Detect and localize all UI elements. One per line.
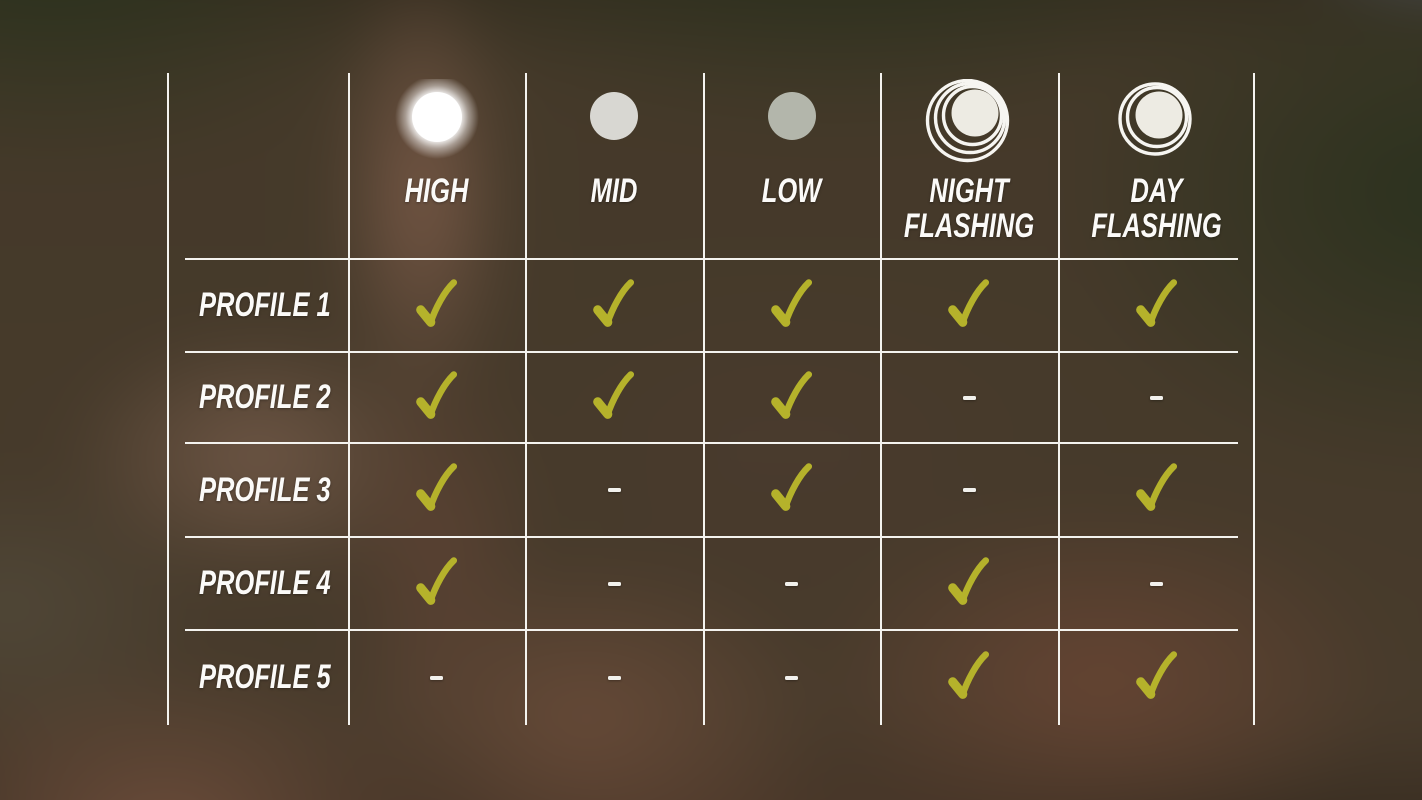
check-icon: [415, 278, 457, 327]
table-cell: [1058, 537, 1255, 630]
check-icon: [770, 278, 812, 327]
check-icon: [1135, 278, 1177, 327]
table-cell: [525, 630, 703, 725]
table-cell: [348, 352, 525, 443]
column-header-mid: MID: [525, 73, 703, 259]
column-header-day-flashing: DAY FLASHING: [1058, 73, 1255, 259]
grid-line-vertical: [880, 73, 882, 725]
check-icon: [415, 463, 457, 511]
table-cell: [525, 537, 703, 630]
check-icon: [1135, 650, 1177, 699]
row-label-profile-4: PROFILE 4: [198, 564, 331, 602]
dash-mark: [962, 395, 976, 400]
table-cell: [348, 537, 525, 630]
high-beam-icon: [348, 79, 525, 175]
grid-line-horizontal: [185, 442, 1238, 444]
check-icon: [770, 463, 812, 511]
table-cell: [703, 537, 880, 630]
grid-line-horizontal: [185, 629, 1238, 631]
check-icon: [1135, 463, 1177, 511]
mid-beam-icon: [525, 79, 703, 175]
column-header-night-flashing: NIGHT FLASHING: [880, 73, 1058, 259]
column-header-low: LOW: [703, 73, 880, 259]
check-icon: [770, 370, 812, 419]
low-beam-icon: [703, 79, 880, 175]
table-cell: [1058, 443, 1255, 537]
table-cell: [880, 630, 1058, 725]
table-cell: [1058, 352, 1255, 443]
table-cell: [348, 443, 525, 537]
dash-mark: [785, 675, 798, 680]
dash-mark: [1150, 395, 1163, 400]
row-label-profile-2: PROFILE 2: [198, 378, 331, 416]
row-label-profile-3: PROFILE 3: [198, 470, 331, 509]
table-grid: HIGH MID: [167, 73, 1255, 725]
column-header-label: DAY FLASHING: [1091, 172, 1222, 245]
grid-line-horizontal: [185, 258, 1238, 260]
check-icon: [415, 370, 457, 419]
dash-mark: [607, 488, 621, 492]
grid-line-vertical: [525, 73, 527, 725]
table-cell: [525, 443, 703, 537]
day-flashing-icon: [1058, 79, 1255, 175]
table-cell: [880, 352, 1058, 443]
check-icon: [415, 556, 457, 605]
dash-mark: [962, 488, 976, 492]
grid-line-horizontal: [185, 351, 1238, 353]
table-cell: [525, 259, 703, 352]
grid-line-vertical: [167, 73, 169, 725]
table-cell: [348, 259, 525, 352]
table-cell: [703, 443, 880, 537]
check-icon: [948, 556, 990, 605]
column-header-label: MID: [590, 172, 638, 210]
column-header-high: HIGH: [348, 73, 525, 259]
corner-cell: [167, 73, 348, 259]
check-icon: [593, 278, 635, 327]
table-cell: [1058, 630, 1255, 725]
check-icon: [593, 370, 635, 419]
column-header-label: HIGH: [404, 172, 469, 210]
row-label-profile-1: PROFILE 1: [198, 286, 331, 324]
light-profiles-table: HIGH MID: [167, 73, 1255, 725]
grid-line-vertical: [703, 73, 705, 725]
grid-line-vertical: [1058, 73, 1060, 725]
dash-mark: [785, 581, 798, 586]
grid-line-vertical: [348, 73, 350, 725]
table-cell: [348, 630, 525, 725]
table-cell: [1058, 259, 1255, 352]
table-cell: [880, 259, 1058, 352]
table-cell: [525, 352, 703, 443]
column-header-label: NIGHT FLASHING: [903, 172, 1035, 245]
grid-line-horizontal: [185, 536, 1238, 538]
dash-mark: [430, 675, 443, 680]
table-cell: [880, 537, 1058, 630]
check-icon: [948, 278, 990, 327]
dash-mark: [607, 581, 621, 586]
check-icon: [948, 650, 990, 699]
row-label-profile-5: PROFILE 5: [198, 658, 331, 696]
column-header-label: LOW: [761, 172, 822, 210]
table-cell: [703, 352, 880, 443]
grid-line-vertical: [1253, 73, 1255, 725]
table-cell: [703, 259, 880, 352]
dash-mark: [607, 675, 621, 680]
dash-mark: [1150, 581, 1163, 586]
night-flashing-icon: [880, 79, 1058, 175]
table-cell: [703, 630, 880, 725]
table-cell: [880, 443, 1058, 537]
